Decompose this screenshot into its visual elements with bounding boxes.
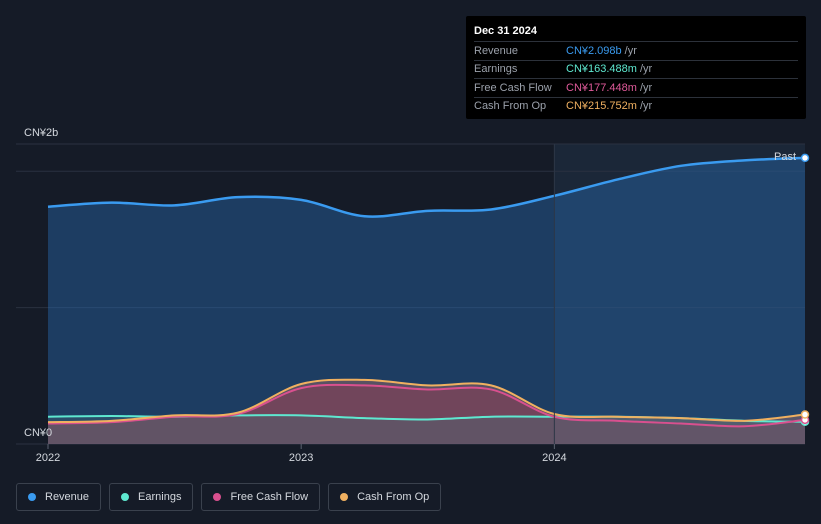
area-revenue [48,157,805,444]
end-marker-revenue [800,153,810,163]
tooltip-row-free-cash-flow: Free Cash Flow CN¥177.448m /yr [474,78,798,97]
y-min-label: CN¥0 [24,427,52,439]
x-tick-label: 2024 [542,452,566,464]
legend-label: Free Cash Flow [230,491,309,503]
legend-item-earnings[interactable]: Earnings [109,483,194,511]
line-free-cash-flow [47,383,806,428]
tooltip-value: CN¥2.098b [566,44,622,57]
legend-dot-icon [213,493,222,501]
legend-dot-icon [28,493,36,501]
tooltip-row-earnings: Earnings CN¥163.488m /yr [474,59,798,79]
x-axis: 2022 2023 2024 [36,444,567,464]
tooltip-label: Earnings [474,63,518,76]
tooltip-date: Dec 31 2024 [474,25,537,37]
series-lines [47,156,806,428]
tooltip-label: Revenue [474,44,519,57]
legend-item-revenue[interactable]: Revenue [16,483,102,511]
legend-label: Cash From Op [357,491,430,503]
area-earnings [48,415,805,444]
past-label: Past [774,151,796,163]
gridlines [16,143,805,445]
y-max-label: CN¥2b [24,127,58,139]
legend-dot-icon [121,493,130,501]
x-tick-label: 2022 [36,452,60,464]
legend-item-cash-from-op[interactable]: Cash From Op [328,483,442,511]
tooltip-value: CN¥163.488m [566,63,637,76]
line-revenue [47,156,806,218]
tooltip-unit: /yr [624,44,637,57]
tooltip-row-revenue: Revenue CN¥2.098b /yr [474,41,798,60]
tooltip-label: Cash From Op [474,100,547,113]
legend: Revenue Earnings Free Cash Flow Cash Fro… [16,483,442,511]
end-marker-cash-from-op [800,410,810,419]
legend-item-free-cash-flow[interactable]: Free Cash Flow [201,483,321,511]
tooltip-unit: /yr [639,63,653,76]
highlight-region [554,144,805,444]
tooltip-row-cash-from-op: Cash From Op CN¥215.752m /yr [474,96,798,116]
tooltip-unit: /yr [639,81,653,94]
legend-label: Earnings [138,491,182,503]
tooltip-unit: /yr [639,100,653,113]
x-tick-label: 2023 [289,452,313,464]
legend-dot-icon [340,493,349,501]
series-areas [48,157,805,444]
tooltip-label: Free Cash Flow [474,81,552,94]
area-free-cash-flow [48,384,805,444]
tooltip-value: CN¥177.448m [566,81,637,94]
legend-label: Revenue [45,491,90,503]
line-cash-from-op [47,378,806,424]
area-cash-from-op [48,379,805,444]
tooltip-value: CN¥215.752m [566,100,637,113]
tooltip: Dec 31 2024 Revenue CN¥2.098b /yr Earnin… [466,16,806,119]
end-markers [800,153,810,427]
